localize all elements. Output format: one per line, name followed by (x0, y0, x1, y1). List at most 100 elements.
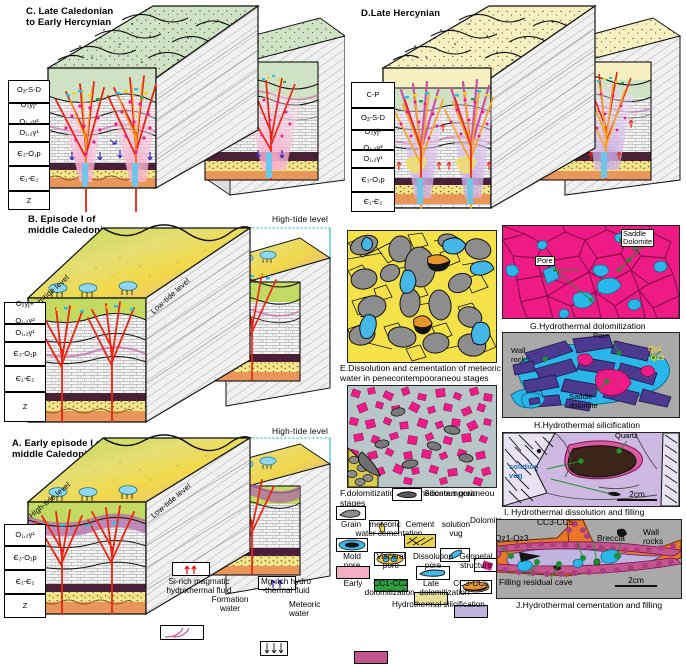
panel-D-strat-O2yj: O₂yj- O₁,₂γ² (351, 127, 395, 152)
panel-I-label-solution-vug: solution vug (509, 462, 539, 480)
legend-swatch-grain (336, 506, 366, 520)
panel-D: D.Late Hercynian (343, 0, 686, 212)
legend-label-early-dolomitization: Early (343, 579, 363, 588)
legend-swatch-meteoric-cementation (369, 520, 399, 534)
panel-J-caption: J.Hydrothermal cementation and filling (516, 600, 663, 610)
legend-fluids: Si-rich magmatic hydrothermal fluid Mg-r… (160, 562, 340, 656)
legend-label-cc1-cc2: CC1-CC2 (373, 579, 409, 588)
panel-C-strat-O3SD: O3-S-D (8, 80, 50, 103)
panel-J-core-photo: CC3-CC5 Breccia Qz1-Qz3 Wall rocks Filli… (496, 519, 682, 599)
legend-label-siliceous-grain: Siliceous grain (424, 489, 478, 498)
panel-A-strat-E1E2: Є₁-Є₂ (4, 570, 46, 594)
legend-label-grain: Grain (340, 520, 362, 529)
legend-stages: Early CC1-CC2 Late CC3-CC5 dolomitizatio… (336, 566, 516, 664)
legend-label-water-cementation: water cementation (355, 529, 423, 538)
legend-label-dolomite: Dolomite (470, 516, 503, 525)
panel-A-strat-E3O1p: Є₃-O₁p (4, 546, 46, 570)
panel-C-strat-E3O1p: Є₃-O₁p (8, 142, 50, 166)
legend-swatch-mold-pore (336, 538, 368, 552)
legend-swatch-cement (404, 534, 436, 548)
legend-swatch-meteoric-water (260, 641, 288, 656)
panel-B-strat-E3O1p: Є₃-O₁p (4, 342, 46, 366)
legend-label-visceral-pore: Visceral pore (376, 552, 406, 570)
panel-I-scale-bar: 2cm (617, 489, 657, 501)
panel-G-label-saddle-dolomite: Saddle Dolomite (621, 229, 655, 247)
panel-J-label-cc3-cc5: CC3-CC5 (537, 519, 574, 527)
panel-I-core-photo: Quartz solution vug 2cm (502, 432, 680, 507)
panel-B-strat-Z: Z (4, 392, 46, 422)
panel-E-caption: E.Dissolution and cementation of meteori… (340, 363, 501, 383)
panel-H-label-qz: Qz1 -Qz3 (648, 344, 665, 362)
legend-label-formation-water: Formation water (211, 595, 249, 613)
panel-A-title: A. Early episode I of middle Caledonian (12, 438, 105, 460)
legend-swatch-late-dolomitization (414, 592, 448, 605)
legend-pores-row: Mold pore Visceral pore Dissolution pore… (336, 538, 516, 594)
legend-label-mold-pore: Mold pore (343, 552, 361, 570)
legend-swatch-geopetal (460, 580, 492, 594)
panel-D-strat-O12g1: O₁,₂γ¹ (351, 150, 395, 168)
legend-label-hydrothermal-silicification: Hydrothermal silicification (392, 600, 485, 609)
panel-B-strat-E1E2: Є₁-Є₂ (4, 366, 46, 392)
legend-swatch-mg-rich (258, 576, 296, 590)
panel-A-strat-Z: Z (4, 594, 46, 618)
legend-label-meteoric-water: Meteoric water (289, 600, 321, 618)
panel-J-scale-bar: 2cm (615, 575, 657, 587)
panel-D-strat-CP: C-P (351, 82, 395, 108)
legend-label-cc3-cc5: CC3-CC5 (453, 579, 489, 588)
panel-I-caption: I. Hydrothermal dissolution and filling (504, 507, 645, 517)
panel-I-label-quartz: Quartz (615, 432, 638, 440)
legend-swatch-hydrothermal-silicification (354, 651, 388, 664)
panel-G-label-pore: Pore (535, 256, 555, 267)
panel-B: B. Episode I of middle Caledonian High-t… (0, 210, 350, 426)
panel-J-label-qz: Qz1-Qz3 (496, 533, 529, 543)
legend-swatch-cc1-cc2 (374, 579, 408, 592)
legend-label-late: Late (423, 579, 439, 588)
legend-label-solution: solution (441, 520, 471, 529)
panel-C-strat-O12g1: O₁,₂γ¹ (8, 124, 50, 142)
panel-D-strat-E3O1p: Є₃-O₁p (351, 168, 395, 192)
legend-swatch-early-dolomitization (336, 566, 370, 579)
rain-cloud-group-A (48, 485, 138, 501)
legend-label-dolomitization-words: dolomitization dolomitization (364, 588, 470, 597)
panel-B-strat-O12g1: O₁,₂γ¹ (4, 324, 46, 342)
legend-label-mg-rich: Mg-rich hydro -thermal fluid (260, 577, 312, 595)
panel-C-title: C. Late Caledonian to Early Hercynian (26, 6, 114, 28)
panel-J-label-wall-rocks: Wall rocks (643, 527, 664, 546)
panel-G-caption: G.Hydrothermal dolomitization (530, 321, 646, 331)
panel-D-block-diagram (381, 4, 682, 210)
panel-C-block-diagram (46, 4, 345, 212)
panel-H-label-saddle-dolomite: Saddle dolomite (569, 392, 598, 410)
panel-C-strat-Z: Z (8, 191, 50, 210)
panel-D-strat-O3SD: O3-S-D (351, 108, 395, 130)
legend-label-meteoric: meteoric (369, 520, 401, 529)
legend-swatch-visceral-pore (374, 552, 406, 566)
panel-B-title: B. Episode I of middle Caledonian (28, 214, 115, 236)
panel-J-label-breccia: Breccia (597, 533, 625, 543)
legend-textures-row1: Grain meteoric water cementation Cement … (336, 500, 516, 572)
legend-swatch-dissolution-pore (416, 566, 450, 580)
panel-B-high-tide-label: High-tide level (272, 214, 329, 224)
legend-label-si-rich: Si-rich magmatic hydrothermal fluid (166, 577, 232, 595)
panel-H-thin-section: Wall rocks Saddle dolomite Qz1 -Qz3 Pore (502, 332, 680, 418)
panel-D-strat-E1E2: Є₁-Є₂ (351, 192, 395, 212)
legend-swatch-si-rich (172, 562, 210, 576)
legend-label-vug: vug (449, 529, 463, 538)
legend-label-dissolution-pore: Dissolution pore (412, 552, 454, 570)
legend-swatch-solution-vug (440, 548, 470, 562)
panel-E-thin-section (347, 230, 497, 363)
rain-cloud-group-B (48, 281, 138, 297)
panel-D-title: D.Late Hercynian (361, 8, 441, 19)
legend-swatch-siliceous-grain (392, 488, 422, 501)
panel-F-thin-section (347, 385, 497, 488)
legend-label-cement: Cement (405, 520, 435, 529)
legend-swatch-formation-water (160, 625, 204, 640)
panel-H-label-wall-rocks: Wall rocks (511, 346, 530, 364)
panel-H-caption: H.Hydrothermal silicification (534, 420, 641, 430)
panel-B-strat-O2yj: O₂yj+ O₁,₂γ² (4, 299, 46, 325)
panel-B-block-diagram (26, 224, 332, 424)
panel-J-label-filling-residual-cave: Filling residual cave (499, 577, 573, 587)
panel-C: C. Late Caledonian to Early Hercynian (0, 0, 345, 212)
legend-label-geopetal: Geopetal structure (459, 552, 493, 570)
panel-G-thin-section: Pore Saddle Dolomite (502, 225, 680, 319)
